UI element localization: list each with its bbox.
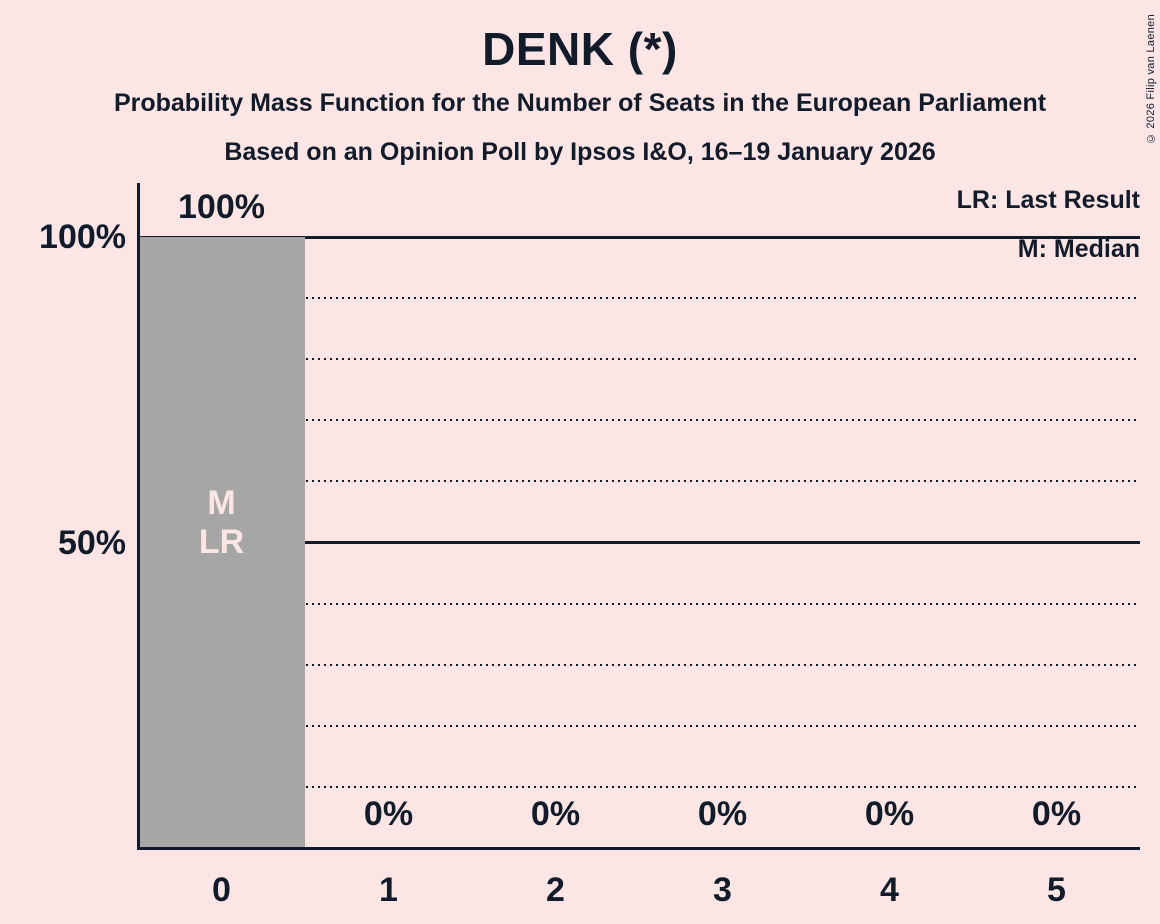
chart-title: DENK (*) [482, 23, 678, 75]
bar-value-label-2: 0% [530, 795, 581, 833]
y-axis-label-100: 100% [39, 218, 126, 256]
bar-value-label-1: 0% [363, 795, 414, 833]
x-axis-label-4: 4 [880, 871, 899, 909]
gridline-solid-50 [138, 541, 1140, 544]
bar-value-label-5: 0% [1031, 795, 1082, 833]
gridline-dotted-10 [138, 785, 1140, 788]
gridline-dotted-90 [138, 297, 1140, 300]
x-axis-label-1: 1 [379, 871, 398, 909]
y-axis-label-50: 50% [57, 523, 126, 562]
gridline-dotted-20 [138, 724, 1140, 727]
legend-median: M: Median [1017, 235, 1140, 263]
legend-last-result: LR: Last Result [956, 186, 1140, 214]
y-axis-line [137, 183, 140, 850]
bar-value-label-3: 0% [697, 795, 748, 833]
chart-subtitle-poll: Based on an Opinion Poll by Ipsos I&O, 1… [224, 138, 936, 166]
chart-subtitle-function: Probability Mass Function for the Number… [113, 89, 1047, 117]
gridline-solid-100 [138, 235, 1140, 239]
bar-seats-0 [139, 237, 305, 847]
bar-value-label-4: 0% [864, 795, 915, 833]
gridline-dotted-40 [138, 602, 1140, 605]
gridline-dotted-30 [138, 663, 1140, 666]
gridline-dotted-60 [138, 480, 1140, 483]
x-axis-label-3: 3 [713, 871, 732, 909]
gridline-dotted-70 [138, 419, 1140, 422]
x-axis-label-0: 0 [212, 871, 231, 909]
x-axis-label-2: 2 [546, 871, 565, 909]
x-axis-label-5: 5 [1047, 871, 1066, 909]
gridline-dotted-80 [138, 358, 1140, 361]
bar-value-label-0: 100% [178, 188, 265, 226]
bar-annotation-median-lastresult: M LR [198, 484, 245, 561]
x-axis-line [137, 847, 1140, 850]
